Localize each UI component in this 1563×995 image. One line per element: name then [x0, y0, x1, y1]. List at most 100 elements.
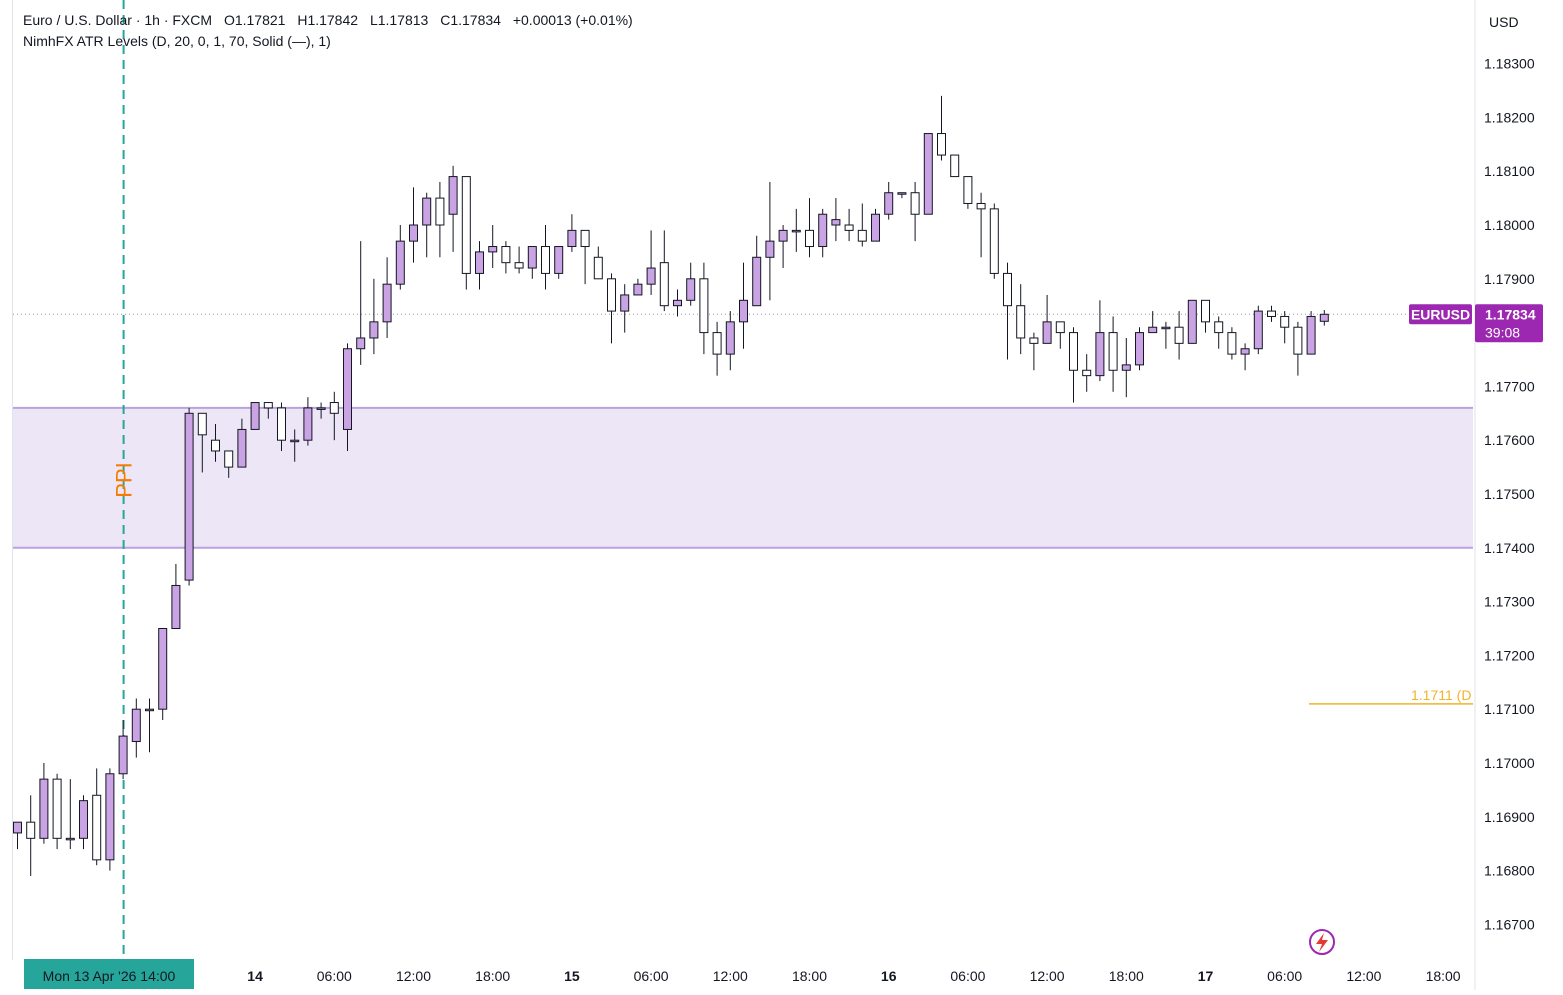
- candle[interactable]: [1174, 311, 1184, 360]
- candle[interactable]: [263, 402, 273, 419]
- candle[interactable]: [923, 133, 933, 215]
- candle[interactable]: [382, 257, 392, 338]
- candle[interactable]: [514, 246, 524, 274]
- candle[interactable]: [937, 95, 946, 161]
- candle[interactable]: [1201, 299, 1210, 333]
- candle[interactable]: [818, 208, 828, 258]
- indicator-legend[interactable]: NimhFX ATR Levels (D, 20, 0, 1, 70, Soli…: [23, 33, 339, 49]
- candle[interactable]: [989, 203, 999, 279]
- candle[interactable]: [1003, 262, 1012, 360]
- candle[interactable]: [435, 181, 445, 258]
- candle[interactable]: [1293, 321, 1303, 376]
- candle[interactable]: [1055, 321, 1065, 349]
- candle[interactable]: [409, 187, 418, 263]
- candle[interactable]: [1227, 327, 1237, 360]
- candle[interactable]: [752, 235, 762, 307]
- candle[interactable]: [475, 241, 484, 290]
- candle[interactable]: [356, 241, 366, 365]
- candle[interactable]: [897, 192, 907, 199]
- candle[interactable]: [686, 262, 696, 306]
- current-price-label[interactable]: EURUSD 1.17834 39:08: [1409, 304, 1543, 343]
- candle[interactable]: [158, 628, 168, 720]
- candle[interactable]: [950, 154, 960, 178]
- candle[interactable]: [567, 214, 577, 252]
- candle[interactable]: [712, 321, 722, 376]
- price-axis[interactable]: USD 1.16700 1.16800 1.16900 1.17000 1.17100 1.…: [1409, 14, 1543, 932]
- candle[interactable]: [329, 391, 339, 441]
- candle[interactable]: [343, 343, 352, 451]
- candle[interactable]: [65, 779, 75, 850]
- candle[interactable]: [527, 246, 537, 279]
- candle[interactable]: [184, 407, 194, 586]
- legend-symbol[interactable]: Euro / U.S. Dollar · 1h · FXCM: [23, 12, 213, 28]
- event-label[interactable]: PPI: [112, 462, 137, 497]
- candle[interactable]: [1108, 316, 1118, 392]
- indicator-label[interactable]: NimhFX ATR Levels (D, 20, 0, 1, 70, Soli…: [23, 33, 331, 49]
- candle[interactable]: [13, 821, 22, 850]
- currency-label[interactable]: USD: [1489, 14, 1519, 30]
- candle[interactable]: [593, 246, 603, 280]
- candle[interactable]: [145, 698, 154, 753]
- candle[interactable]: [1029, 332, 1039, 371]
- candle[interactable]: [1240, 343, 1250, 371]
- candle[interactable]: [1319, 310, 1329, 326]
- candle[interactable]: [659, 230, 669, 312]
- candle[interactable]: [1187, 299, 1197, 344]
- candle[interactable]: [1095, 300, 1105, 382]
- candle[interactable]: [976, 192, 986, 258]
- candle[interactable]: [857, 203, 867, 247]
- candle[interactable]: [501, 241, 511, 274]
- candle[interactable]: [79, 795, 88, 850]
- candle[interactable]: [791, 208, 801, 252]
- candle[interactable]: [633, 278, 643, 296]
- candle[interactable]: [620, 284, 630, 333]
- candle[interactable]: [52, 773, 62, 850]
- candle[interactable]: [963, 176, 973, 209]
- candle[interactable]: [1069, 327, 1078, 403]
- flash-icon[interactable]: [1309, 929, 1335, 955]
- candle[interactable]: [39, 763, 49, 844]
- candle[interactable]: [277, 402, 286, 451]
- candle[interactable]: [1042, 294, 1052, 344]
- candle[interactable]: [580, 229, 590, 285]
- candle[interactable]: [1214, 316, 1224, 349]
- candle[interactable]: [92, 768, 102, 866]
- candle[interactable]: [422, 192, 432, 258]
- candle[interactable]: [844, 208, 854, 242]
- candle[interactable]: [211, 424, 220, 462]
- candle[interactable]: [290, 429, 300, 462]
- candle[interactable]: [1253, 305, 1263, 355]
- candle[interactable]: [541, 225, 550, 290]
- candle[interactable]: [646, 230, 656, 295]
- candle[interactable]: [910, 181, 920, 242]
- candle[interactable]: [171, 563, 181, 630]
- candle[interactable]: [1306, 311, 1316, 355]
- candle[interactable]: [805, 198, 814, 258]
- candle[interactable]: [1082, 354, 1092, 392]
- candle[interactable]: [395, 225, 405, 290]
- candle[interactable]: [778, 225, 788, 269]
- candle[interactable]: [607, 273, 616, 344]
- candle[interactable]: [461, 176, 471, 290]
- candle[interactable]: [831, 198, 841, 242]
- candle[interactable]: [118, 719, 128, 780]
- candle[interactable]: [224, 450, 234, 478]
- candle[interactable]: [250, 402, 260, 430]
- candle[interactable]: [871, 208, 880, 242]
- candle[interactable]: [197, 412, 207, 473]
- candle[interactable]: [554, 246, 564, 279]
- candle[interactable]: [26, 795, 36, 876]
- candle[interactable]: [105, 768, 115, 871]
- candle[interactable]: [369, 278, 379, 355]
- candle[interactable]: [1267, 305, 1276, 322]
- candle[interactable]: [131, 698, 141, 758]
- candle[interactable]: [448, 165, 458, 252]
- candle[interactable]: [739, 262, 748, 349]
- candle[interactable]: [316, 402, 326, 419]
- candle[interactable]: [725, 311, 735, 371]
- candle[interactable]: [1135, 327, 1144, 371]
- candle[interactable]: [699, 262, 709, 355]
- candle[interactable]: [303, 397, 313, 446]
- time-axis[interactable]: Mon 13 Apr '26 14:00 14 06:00 12:00 18:00 15 0…: [24, 959, 1461, 989]
